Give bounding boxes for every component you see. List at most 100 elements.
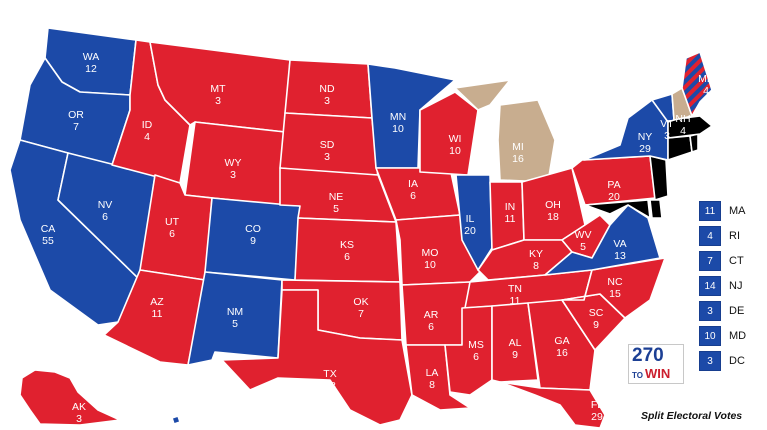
small-state-nj[interactable]: 14 NJ [699,276,759,296]
state-votes-wi: 10 [449,145,461,157]
state-votes-vt: 3 [664,130,670,142]
state-votes-mt: 3 [215,95,221,107]
state-label-tn: TN [508,283,522,295]
state-wi[interactable] [419,91,479,176]
state-ga[interactable] [527,299,596,391]
state-md[interactable] [584,199,651,219]
state-votes-ks: 6 [344,251,350,263]
state-label-ky: KY [529,248,543,260]
state-label-vt: VT [660,118,674,130]
logo-to: TO [632,371,643,380]
state-label-mn: MN [390,111,406,123]
state-label-wv: WV [575,229,592,241]
state-votes-ky: 8 [533,260,539,272]
state-mn[interactable] [367,63,456,169]
state-label-ak: AK [72,401,86,413]
state-label-va: VA [613,238,626,250]
state-hi[interactable] [171,415,181,425]
state-label-ks: KS [340,239,354,251]
electoral-votes-box: 4 [699,226,721,246]
state-ny[interactable] [583,99,669,161]
state-label-ca: CA [41,223,56,235]
state-label-wa: WA [83,51,100,63]
state-abbr: MD [729,330,747,342]
state-label-ne: NE [329,191,344,203]
state-votes-wv: 5 [580,241,586,253]
state-label-nv: NV [98,199,113,211]
small-state-dc[interactable]: 3 DC [699,351,759,371]
state-label-wy: WY [225,157,242,169]
state-label-co: CO [245,223,261,235]
state-votes-me: 4 [703,85,709,97]
state-votes-nd: 3 [324,95,330,107]
state-votes-co: 9 [250,235,256,247]
state-label-nm: NM [227,306,243,318]
state-tx[interactable] [221,289,413,426]
electoral-votes-box: 3 [699,301,721,321]
state-votes-id: 4 [144,131,150,143]
state-votes-az: 11 [152,308,163,320]
small-state-de[interactable]: 3 DE [699,301,759,321]
state-abbr: DE [729,305,745,317]
split-votes-note: Split Electoral Votes [641,410,743,422]
state-label-in: IN [505,201,516,213]
state-votes-nm: 5 [232,318,238,330]
small-state-ma[interactable]: 11 MA [699,201,759,221]
state-ak[interactable] [19,369,121,426]
logo-win: WIN [644,366,671,381]
state-ct[interactable] [667,135,693,161]
state-label-oh: OH [545,199,561,211]
state-votes-al: 9 [512,349,518,361]
state-labels: WA12OR7CA55NV6ID4MT3WY3UT6AZ11CO9NM5ND3S… [41,51,714,425]
state-ri[interactable] [689,133,699,153]
state-votes-or: 7 [73,121,79,133]
state-label-la: LA [426,367,439,379]
state-ma[interactable] [667,115,713,139]
state-fl[interactable] [499,381,606,429]
state-votes-ca: 55 [42,235,54,247]
state-votes-ga: 16 [556,347,568,359]
state-label-pa: PA [607,179,620,191]
small-state-md[interactable]: 10 MD [699,326,759,346]
state-label-me: ME [698,73,714,85]
state-label-sd: SD [320,139,335,151]
small-state-ri[interactable]: 4 RI [699,226,759,246]
state-votes-nc: 15 [609,288,621,300]
state-votes-oh: 18 [547,211,559,223]
state-label-ar: AR [424,309,439,321]
state-votes-il: 20 [464,225,476,237]
state-label-il: IL [466,213,475,225]
state-al[interactable] [491,302,539,383]
state-label-mo: MO [422,247,439,259]
electoral-votes-box: 14 [699,276,721,296]
state-votes-mi: 16 [512,153,524,165]
state-label-sc: SC [589,307,604,319]
state-votes-fl: 29 [591,411,603,423]
state-me[interactable] [681,51,713,117]
state-votes-ne: 5 [333,203,339,215]
state-votes-va: 13 [614,250,626,262]
state-label-ms: MS [468,339,484,351]
state-va[interactable] [544,204,661,276]
state-label-ia: IA [408,178,418,190]
270towin-logo[interactable]: 270 TO WIN [628,344,684,384]
state-label-ok: OK [353,296,368,308]
state-votes-pa: 20 [608,191,620,203]
state-votes-sc: 9 [593,319,599,331]
state-label-id: ID [142,119,153,131]
state-label-wi: WI [449,133,462,145]
state-de[interactable] [649,199,663,219]
state-label-nc: NC [607,276,623,288]
state-votes-ut: 6 [169,228,175,240]
small-state-ct[interactable]: 7 CT [699,251,759,271]
state-votes-nv: 6 [102,211,108,223]
state-votes-sd: 3 [324,151,330,163]
electoral-votes-box: 10 [699,326,721,346]
state-abbr: RI [729,230,740,242]
state-votes-mn: 10 [392,123,404,135]
state-votes-la: 8 [429,379,435,391]
state-votes-ms: 6 [473,351,479,363]
state-votes-ar: 6 [428,321,434,333]
state-votes-ny: 29 [639,143,651,155]
